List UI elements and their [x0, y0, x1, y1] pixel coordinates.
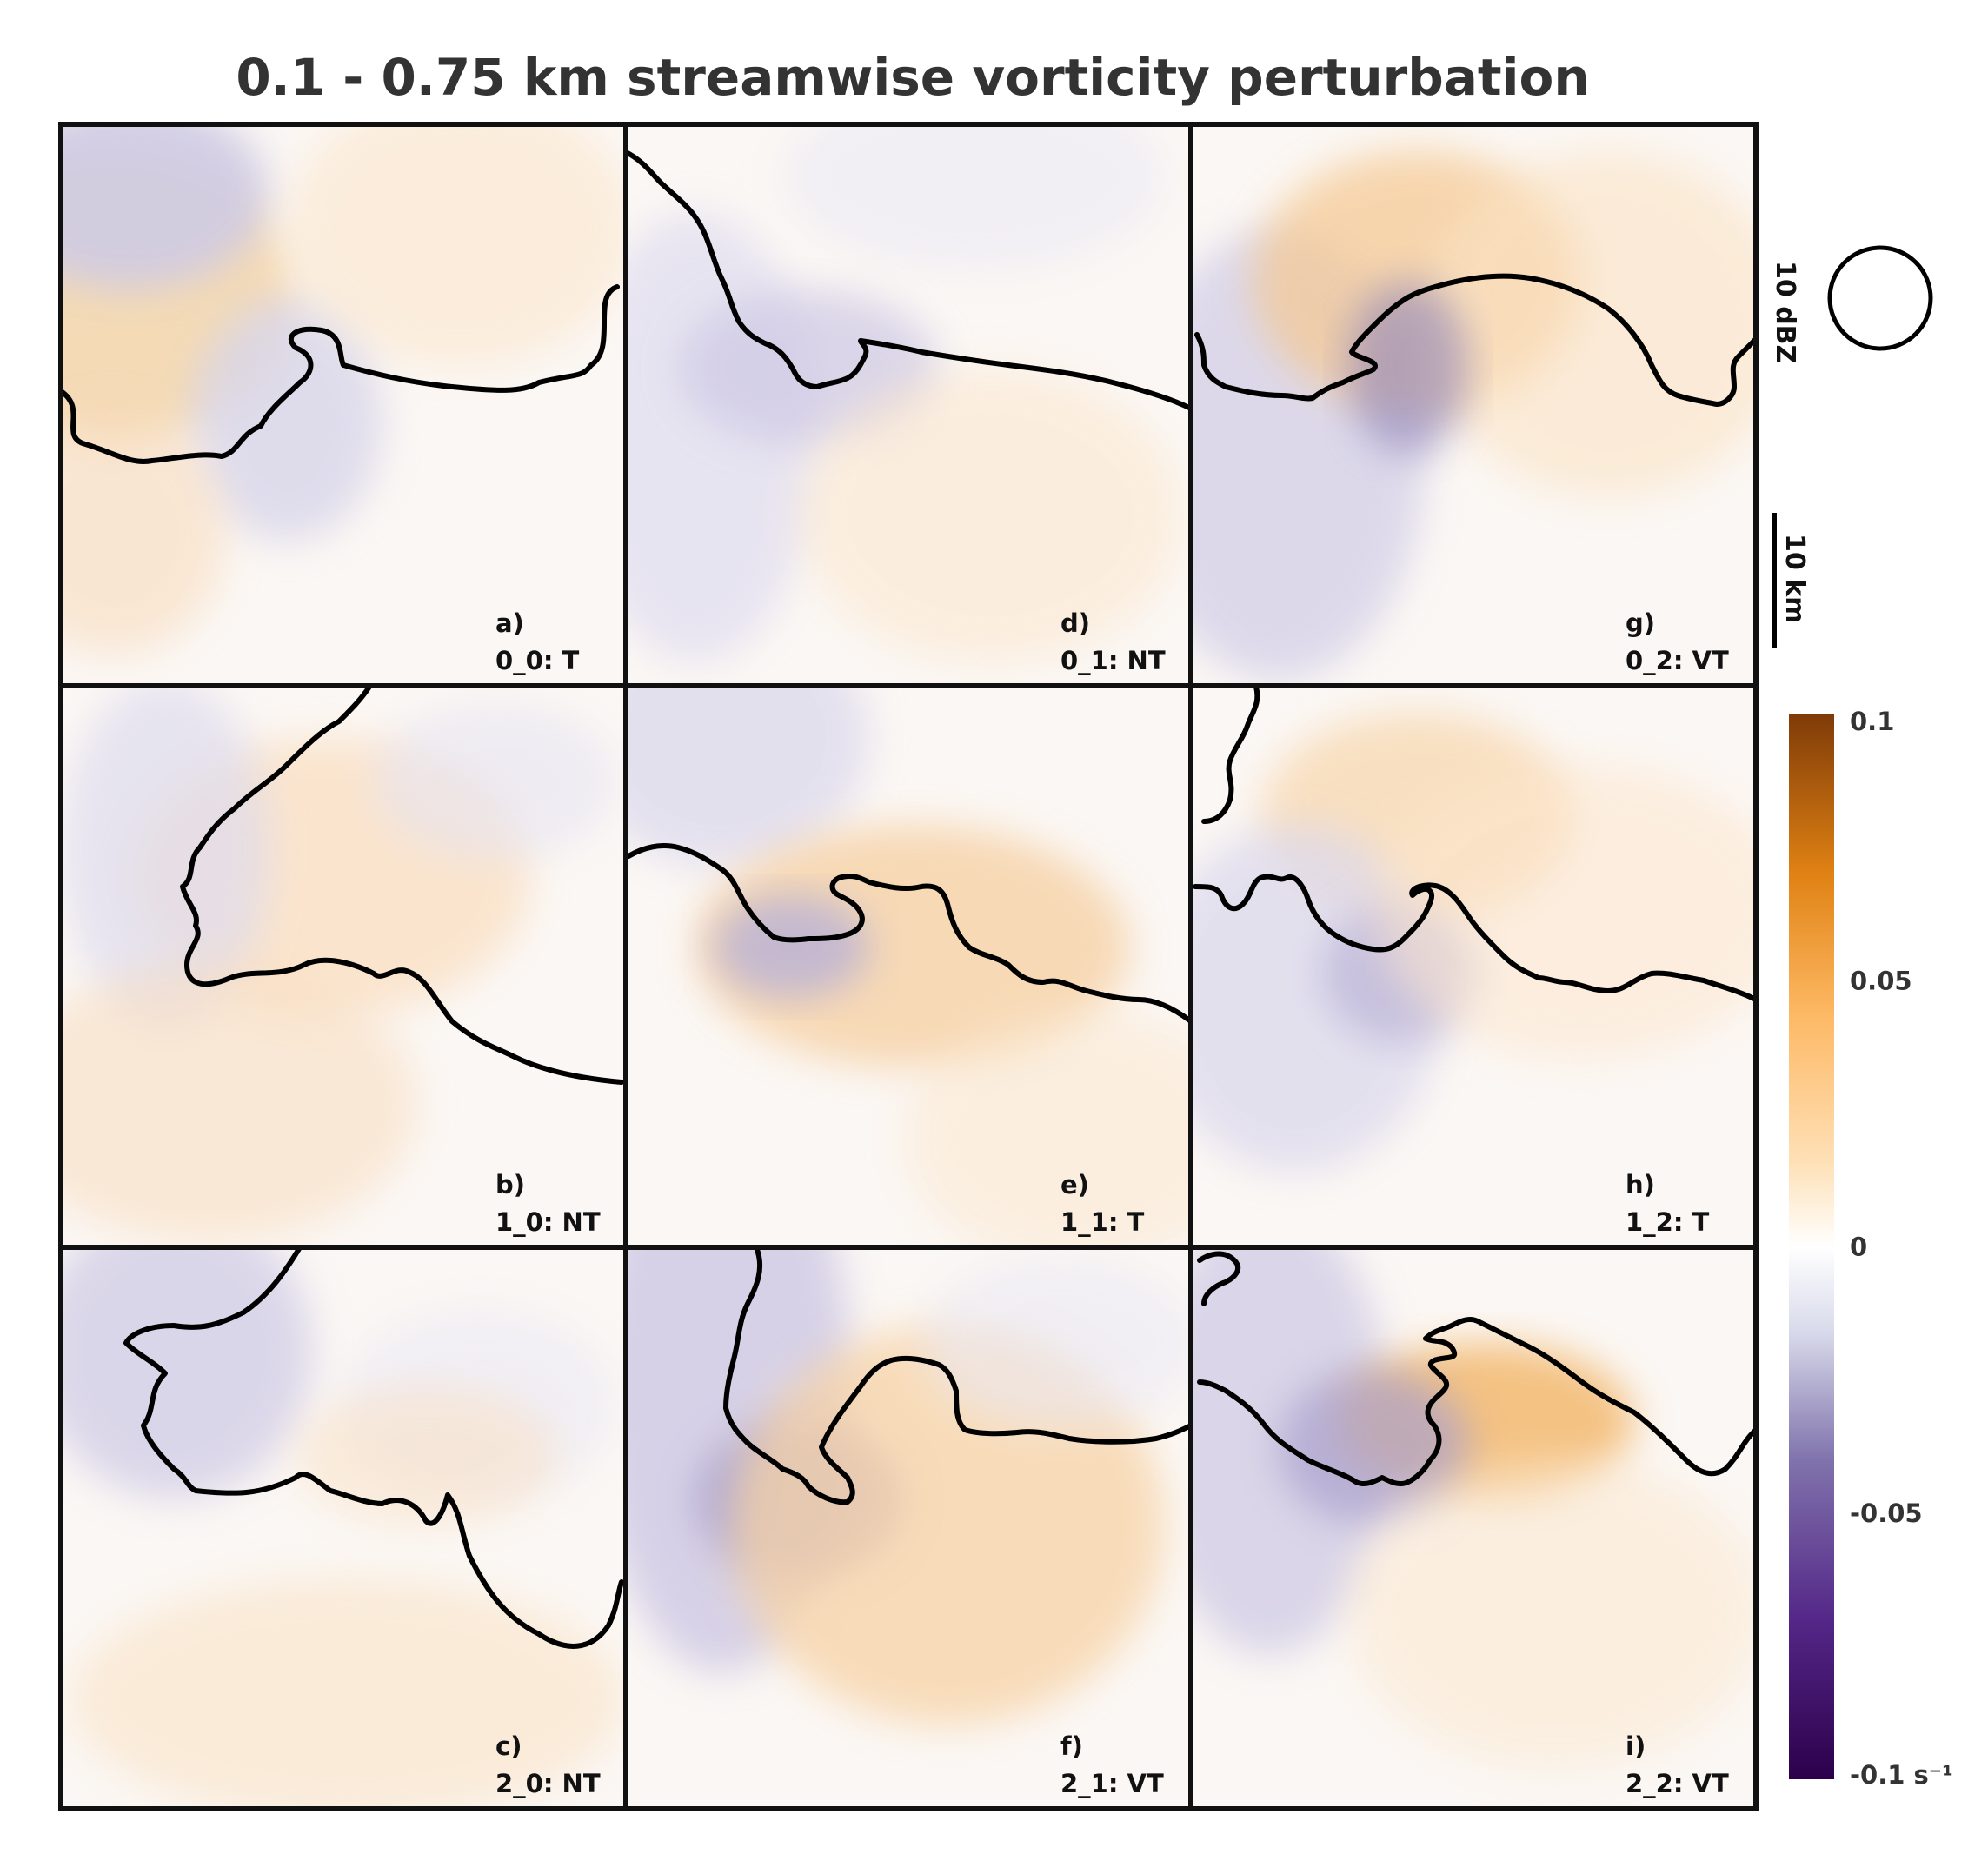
- chart-title: 0.1 - 0.75 km streamwise vorticity pertu…: [236, 48, 1590, 107]
- panel-field-c: [61, 1247, 626, 1809]
- panel-field-a: [61, 124, 626, 686]
- panel-id-e: e): [1060, 1170, 1089, 1199]
- panel-label-g: 0_2: VT: [1626, 646, 1729, 675]
- panel-label-b: 1_0: NT: [495, 1207, 601, 1237]
- panel-label-h: 1_2: T: [1626, 1207, 1710, 1237]
- panel-id-f: f): [1060, 1731, 1083, 1761]
- panel-field-h: [1191, 686, 1756, 1247]
- panel-label-d: 0_1: NT: [1060, 646, 1166, 675]
- contour-d: [623, 150, 1193, 411]
- contour-legend-label: 10 dBZ: [1770, 261, 1800, 363]
- panel-id-h: h): [1626, 1170, 1655, 1199]
- panel-id-i: i): [1626, 1731, 1646, 1761]
- panel-frame-i: [1188, 1245, 1759, 1811]
- panel-id-a: a): [495, 608, 524, 638]
- panel-field-b: [61, 686, 626, 1247]
- panel-field-g: [1191, 124, 1756, 686]
- contour-a: [58, 284, 620, 464]
- scale-bar-label: 10 km: [1779, 534, 1810, 623]
- colorbar-tick-label: 0.1: [1850, 707, 1894, 736]
- contour-g: [1194, 273, 1759, 407]
- panel-field-d: [626, 124, 1191, 686]
- contour-i: [1197, 1251, 1759, 1487]
- contour-c: [123, 1245, 624, 1649]
- panel-id-d: d): [1060, 608, 1090, 638]
- colorbar: [1789, 714, 1834, 1779]
- panel-id-b: b): [495, 1170, 525, 1199]
- contour-h: [1193, 684, 1759, 1002]
- colorbar-tick-label: 0: [1850, 1233, 1867, 1262]
- contour-b: [180, 684, 624, 1085]
- panel-label-e: 1_1: T: [1060, 1207, 1145, 1237]
- panel-label-c: 2_0: NT: [495, 1769, 601, 1798]
- panel-field-i: [1191, 1247, 1756, 1809]
- contour-legend-circle: [1827, 245, 1933, 351]
- contour-f: [723, 1245, 1193, 1505]
- panel-field-e: [626, 686, 1191, 1247]
- panel-label-i: 2_2: VT: [1626, 1769, 1729, 1798]
- panel-label-f: 2_1: VT: [1060, 1769, 1164, 1798]
- panel-id-g: g): [1626, 608, 1655, 638]
- panel-label-a: 0_0: T: [495, 646, 580, 675]
- panel-field-f: [626, 1247, 1191, 1809]
- colorbar-tick-label: -0.05: [1850, 1498, 1923, 1528]
- panel-id-c: c): [495, 1731, 522, 1761]
- contour-e: [626, 843, 1193, 1024]
- colorbar-tick-label: -0.1 s⁻¹: [1850, 1760, 1953, 1790]
- colorbar-tick-label: 0.05: [1850, 966, 1912, 995]
